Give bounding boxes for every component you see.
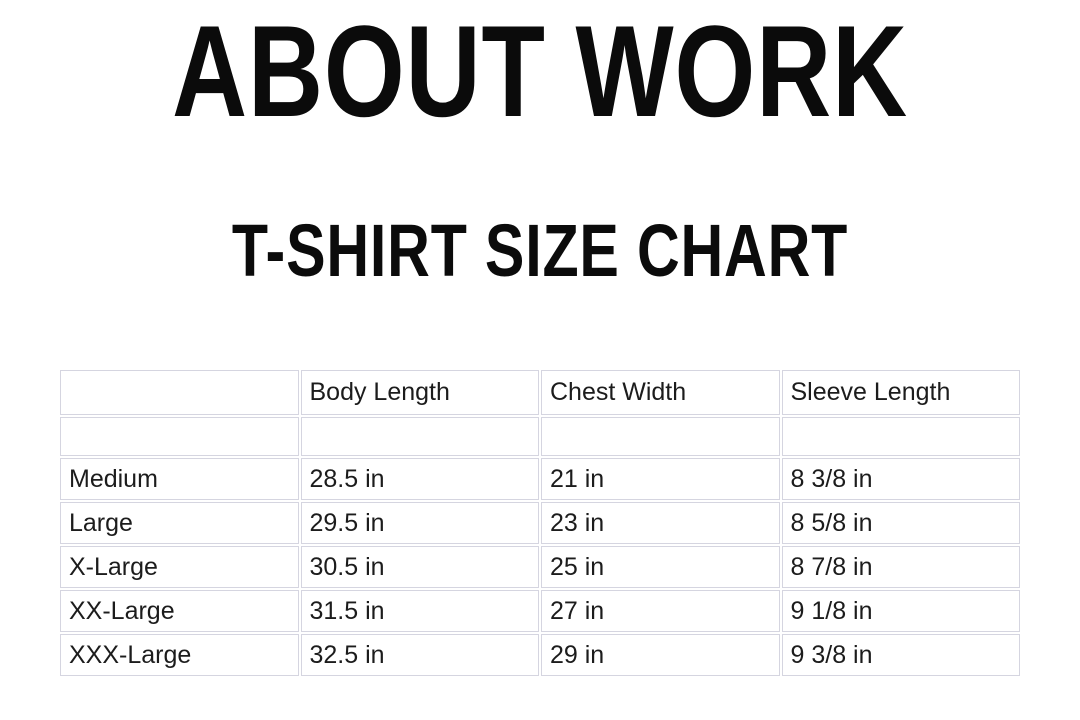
table-row-empty bbox=[60, 417, 1020, 456]
table-cell-chest-width: 29 in bbox=[541, 634, 780, 676]
table-cell-chest-width: 21 in bbox=[541, 458, 780, 500]
table-cell-sleeve-length: 8 7/8 in bbox=[781, 546, 1020, 588]
table-header: Body Length Chest Width Sleeve Length bbox=[60, 370, 1020, 415]
size-chart-table: Body Length Chest Width Sleeve Length Me… bbox=[58, 368, 1022, 678]
table-body: Medium 28.5 in 21 in 8 3/8 in Large 29.5… bbox=[60, 417, 1020, 676]
header-cell-chest-width: Chest Width bbox=[541, 370, 780, 415]
table-cell bbox=[300, 417, 539, 456]
table-cell-body-length: 32.5 in bbox=[300, 634, 539, 676]
table-cell-body-length: 31.5 in bbox=[300, 590, 539, 632]
header-cell-sleeve-length: Sleeve Length bbox=[781, 370, 1020, 415]
table-cell-body-length: 30.5 in bbox=[300, 546, 539, 588]
table-cell-sleeve-length: 9 1/8 in bbox=[781, 590, 1020, 632]
header-cell-size bbox=[60, 370, 299, 415]
table-cell-chest-width: 23 in bbox=[541, 502, 780, 544]
table-cell-size: XXX-Large bbox=[60, 634, 299, 676]
table-cell-body-length: 28.5 in bbox=[300, 458, 539, 500]
table-cell bbox=[541, 417, 780, 456]
size-chart-subtitle: T-SHIRT SIZE CHART bbox=[231, 209, 849, 292]
table-cell-size: XX-Large bbox=[60, 590, 299, 632]
table-row-x-large: X-Large 30.5 in 25 in 8 7/8 in bbox=[60, 546, 1020, 588]
table-cell-chest-width: 27 in bbox=[541, 590, 780, 632]
table-cell bbox=[781, 417, 1020, 456]
table-cell-sleeve-length: 9 3/8 in bbox=[781, 634, 1020, 676]
table-cell-sleeve-length: 8 5/8 in bbox=[781, 502, 1020, 544]
table-cell-body-length: 29.5 in bbox=[300, 502, 539, 544]
table-row-medium: Medium 28.5 in 21 in 8 3/8 in bbox=[60, 458, 1020, 500]
header-row: Body Length Chest Width Sleeve Length bbox=[60, 370, 1020, 415]
header-cell-body-length: Body Length bbox=[300, 370, 539, 415]
table-row-xx-large: XX-Large 31.5 in 27 in 9 1/8 in bbox=[60, 590, 1020, 632]
table-cell-sleeve-length: 8 3/8 in bbox=[781, 458, 1020, 500]
table-cell-chest-width: 25 in bbox=[541, 546, 780, 588]
table-cell bbox=[60, 417, 299, 456]
table-cell-size: X-Large bbox=[60, 546, 299, 588]
table-row-xxx-large: XXX-Large 32.5 in 29 in 9 3/8 in bbox=[60, 634, 1020, 676]
table-cell-size: Large bbox=[60, 502, 299, 544]
table-row-large: Large 29.5 in 23 in 8 5/8 in bbox=[60, 502, 1020, 544]
table-cell-size: Medium bbox=[60, 458, 299, 500]
size-chart-table-container: Body Length Chest Width Sleeve Length Me… bbox=[0, 368, 1080, 678]
page-title: ABOUT WORK bbox=[172, 0, 908, 144]
